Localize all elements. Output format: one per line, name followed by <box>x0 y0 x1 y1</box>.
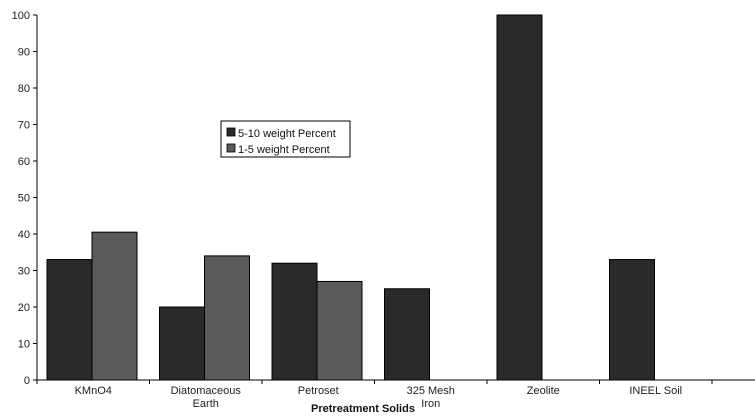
x-tick-label: 325 Mesh Iron <box>407 385 455 410</box>
bar <box>204 255 250 381</box>
legend-label-1-5: 1-5 weight Percent <box>238 144 330 156</box>
legend-frame <box>220 120 351 158</box>
legend-swatch-5-10 <box>226 127 236 137</box>
y-tick-label: 40 <box>18 229 30 241</box>
bar <box>91 231 138 381</box>
legend-swatch-1-5 <box>226 143 236 153</box>
y-tick-label: 80 <box>18 83 30 95</box>
bar <box>609 259 655 381</box>
bars <box>46 14 655 381</box>
bar <box>496 14 543 381</box>
x-axis-title: Pretreatment Solids <box>311 403 415 415</box>
y-tick-labels: 0 10 20 30 40 50 60 70 80 90 100 <box>12 10 30 387</box>
x-tick-label: Diatomaceous Earth <box>171 385 242 410</box>
y-tick-label: 90 <box>18 47 30 59</box>
x-tick-labels: KMnO4 Diatomaceous Earth Petroset 325 Mesh Ir… <box>75 385 683 410</box>
y-tick-label: 70 <box>18 120 30 132</box>
y-tick-label: 100 <box>12 10 30 22</box>
x-tick-label: Zeolite <box>527 385 560 397</box>
x-tick-label: KMnO4 <box>75 385 112 397</box>
bar <box>316 280 363 381</box>
y-tick-label: 30 <box>18 266 30 278</box>
x-tick-label: INEEL Soil <box>629 385 682 397</box>
x-tick-label: Petroset <box>298 385 339 397</box>
y-tick-label: 20 <box>18 302 30 314</box>
y-tick-label: 10 <box>18 339 30 351</box>
y-tick-label: 60 <box>18 156 30 168</box>
legend: 5-10 weight Percent 1-5 weight Percent <box>220 120 351 158</box>
bar <box>384 288 430 381</box>
bar <box>46 259 93 381</box>
bar <box>271 262 318 381</box>
y-tick-label: 0 <box>24 375 30 387</box>
bar <box>159 306 205 381</box>
y-tick-label: 50 <box>18 193 30 205</box>
legend-label-5-10: 5-10 weight Percent <box>238 128 336 140</box>
